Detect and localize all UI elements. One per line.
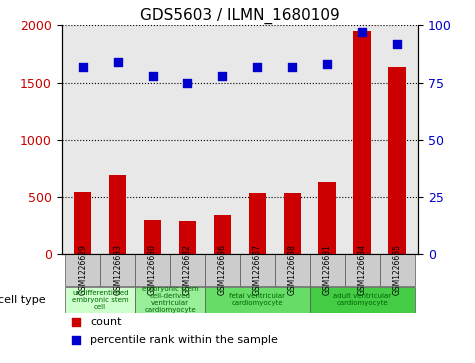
Text: GSM1226630: GSM1226630 xyxy=(148,245,157,295)
FancyBboxPatch shape xyxy=(345,254,380,286)
Text: GSM1226635: GSM1226635 xyxy=(392,245,401,295)
Point xyxy=(72,337,80,342)
Text: GSM1226637: GSM1226637 xyxy=(253,245,262,295)
FancyBboxPatch shape xyxy=(275,254,310,286)
Text: GSM1226638: GSM1226638 xyxy=(288,245,297,295)
Point xyxy=(218,73,226,78)
Text: GSM1226633: GSM1226633 xyxy=(113,245,122,295)
Point xyxy=(79,64,86,69)
Point xyxy=(393,41,401,46)
FancyBboxPatch shape xyxy=(65,287,135,313)
FancyBboxPatch shape xyxy=(240,254,275,286)
Bar xyxy=(248,193,266,254)
Title: GDS5603 / ILMN_1680109: GDS5603 / ILMN_1680109 xyxy=(140,8,340,24)
Bar xyxy=(318,182,336,254)
Text: GSM1226632: GSM1226632 xyxy=(183,245,192,295)
Text: adult ventricular
cardiomyocyte: adult ventricular cardiomyocyte xyxy=(333,293,391,306)
Text: GSM1226634: GSM1226634 xyxy=(358,245,367,295)
Text: GSM1226629: GSM1226629 xyxy=(78,245,87,295)
Bar xyxy=(179,221,196,254)
Point xyxy=(358,29,366,35)
FancyBboxPatch shape xyxy=(65,254,100,286)
Bar xyxy=(144,220,162,254)
Text: GSM1226631: GSM1226631 xyxy=(323,245,332,295)
Text: cell type: cell type xyxy=(0,295,46,305)
Point xyxy=(288,64,296,69)
FancyBboxPatch shape xyxy=(310,254,345,286)
FancyBboxPatch shape xyxy=(310,287,415,313)
Point xyxy=(184,79,191,85)
Text: embryonic stem
cell-derived
ventricular
cardiomyocyte: embryonic stem cell-derived ventricular … xyxy=(142,286,199,313)
Point xyxy=(254,64,261,69)
FancyBboxPatch shape xyxy=(380,254,415,286)
Bar xyxy=(353,31,371,254)
FancyBboxPatch shape xyxy=(205,287,310,313)
FancyBboxPatch shape xyxy=(205,254,240,286)
Bar xyxy=(284,193,301,254)
FancyBboxPatch shape xyxy=(170,254,205,286)
Point xyxy=(323,61,331,67)
Point xyxy=(114,59,122,65)
FancyBboxPatch shape xyxy=(135,287,205,313)
Text: undifferentiated
embryonic stem
cell: undifferentiated embryonic stem cell xyxy=(72,290,128,310)
FancyBboxPatch shape xyxy=(135,254,170,286)
Text: count: count xyxy=(90,317,122,327)
Bar xyxy=(109,175,126,254)
Bar xyxy=(74,192,91,254)
FancyBboxPatch shape xyxy=(100,254,135,286)
Point xyxy=(149,73,156,78)
Text: GSM1226636: GSM1226636 xyxy=(218,245,227,295)
Bar xyxy=(214,215,231,254)
Point xyxy=(72,319,80,325)
Text: fetal ventricular
cardiomyocyte: fetal ventricular cardiomyocyte xyxy=(229,293,285,306)
Bar xyxy=(389,66,406,254)
Text: percentile rank within the sample: percentile rank within the sample xyxy=(90,335,278,344)
